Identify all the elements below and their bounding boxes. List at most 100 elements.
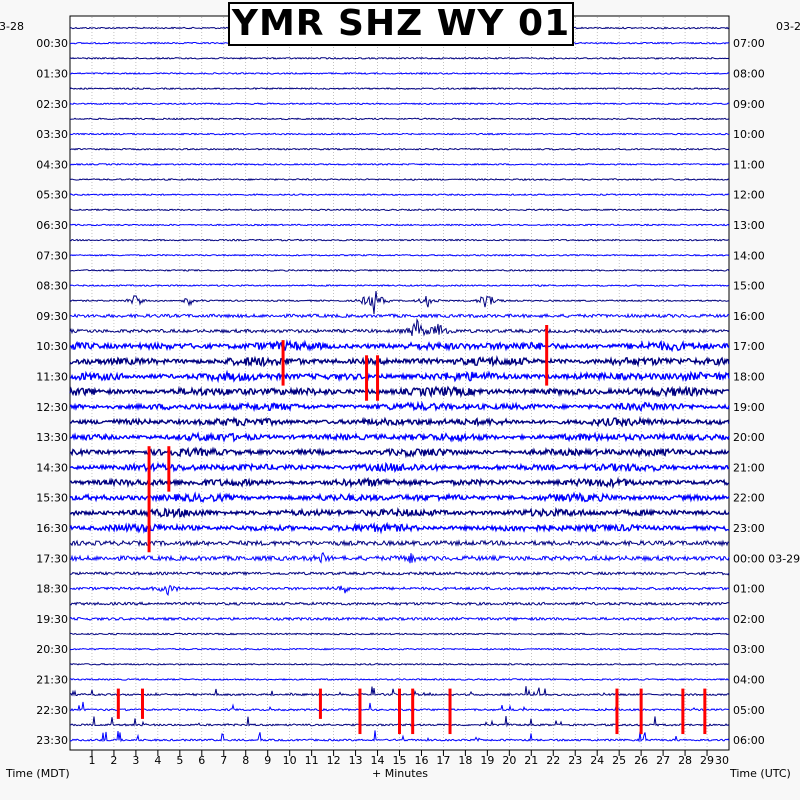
clip-mark xyxy=(282,340,285,385)
x-tick-label: 5 xyxy=(176,754,183,767)
x-tick-label: 3 xyxy=(132,754,139,767)
clip-mark xyxy=(545,325,548,386)
right-time-label: 22:00 xyxy=(733,492,765,505)
x-tick-label: 24 xyxy=(590,754,604,767)
right-time-label: 12:00 xyxy=(733,189,765,202)
clip-mark xyxy=(319,689,322,719)
left-time-label: 07:30 xyxy=(36,249,68,262)
clip-mark xyxy=(167,446,170,491)
x-tick-label: 12 xyxy=(327,754,341,767)
x-tick-label: 21 xyxy=(524,754,538,767)
right-time-label: 11:00 xyxy=(733,158,765,171)
right-time-label: 03:00 xyxy=(733,643,765,656)
chart-title: YMR SHZ WY 01 xyxy=(232,6,570,42)
left-time-label: 16:30 xyxy=(36,522,68,535)
left-time-label: 08:30 xyxy=(36,280,68,293)
left-start-date: 03-28 xyxy=(0,20,24,33)
x-tick-label: 25 xyxy=(612,754,626,767)
right-time-label: 17:00 xyxy=(733,340,765,353)
right-time-label: 07:00 xyxy=(733,37,765,50)
right-time-label: 06:00 xyxy=(733,734,765,747)
clip-mark xyxy=(681,689,684,734)
x-tick-label: 10 xyxy=(283,754,297,767)
x-tick-label: 11 xyxy=(305,754,319,767)
x-tick-label: 26 xyxy=(634,754,648,767)
clip-mark xyxy=(449,689,452,734)
left-time-label: 15:30 xyxy=(36,492,68,505)
x-tick-label: 22 xyxy=(546,754,560,767)
left-time-label: 03:30 xyxy=(36,128,68,141)
right-time-label: 02:00 xyxy=(733,613,765,626)
left-time-label: 02:30 xyxy=(36,98,68,111)
right-time-label: 16:00 xyxy=(733,310,765,323)
x-tick-label: 28 xyxy=(678,754,692,767)
right-time-label: 15:00 xyxy=(733,280,765,293)
x-tick-label: 2 xyxy=(110,754,117,767)
x-tick-label: 16 xyxy=(414,754,428,767)
clip-mark xyxy=(365,355,368,400)
x-tick-label: 17 xyxy=(436,754,450,767)
left-time-label: 11:30 xyxy=(36,370,68,383)
left-time-label: 19:30 xyxy=(36,613,68,626)
x-tick-label: 9 xyxy=(264,754,271,767)
clip-mark xyxy=(640,689,643,734)
right-time-label: 21:00 xyxy=(733,461,765,474)
left-time-label: 04:30 xyxy=(36,158,68,171)
x-tick-label: 13 xyxy=(349,754,363,767)
x-tick-label: 7 xyxy=(220,754,227,767)
x-axis-label: + Minutes xyxy=(372,767,428,780)
clip-mark xyxy=(376,355,379,400)
left-time-label: 22:30 xyxy=(36,704,68,717)
right-time-label: 23:00 xyxy=(733,522,765,535)
right-time-label: 20:00 xyxy=(733,431,765,444)
right-time-label: 14:00 xyxy=(733,249,765,262)
x-tick-labels: 1 2 3 4 5 6 7 8 9 10 11 12 13 14 15 16 17 18 19 20 21 22 23 24 2… xyxy=(88,754,729,767)
clip-mark xyxy=(358,689,361,734)
right-time-label: 05:00 xyxy=(733,704,765,717)
left-time-label: 00:30 xyxy=(36,37,68,50)
clip-mark xyxy=(117,689,120,719)
right-time-label: 08:00 xyxy=(733,67,765,80)
x-tick-label: 30 xyxy=(715,754,729,767)
x-tick-label: 1 xyxy=(88,754,95,767)
clip-mark xyxy=(398,689,401,734)
chart-title-box: YMR SHZ WY 01 xyxy=(228,2,574,46)
left-time-label: 23:30 xyxy=(36,734,68,747)
x-tick-label: 20 xyxy=(502,754,516,767)
left-time-label: 12:30 xyxy=(36,401,68,414)
left-time-label: 14:30 xyxy=(36,461,68,474)
x-tick-label: 18 xyxy=(458,754,472,767)
x-tick-label: 6 xyxy=(198,754,205,767)
right-time-label: 13:00 xyxy=(733,219,765,232)
left-time-labels: 00:30 01:30 02:30 03:30 04:30 05:30 06:30 07:30… xyxy=(36,37,68,747)
left-time-label: 10:30 xyxy=(36,340,68,353)
x-tick-label: 4 xyxy=(154,754,161,767)
right-time-label: 19:00 xyxy=(733,401,765,414)
clip-mark xyxy=(411,689,414,734)
left-time-label: 06:30 xyxy=(36,219,68,232)
x-tick-label: 29 xyxy=(700,754,714,767)
right-start-date: 03-28 xyxy=(776,20,800,33)
left-time-label: 09:30 xyxy=(36,310,68,323)
x-tick-label: 23 xyxy=(568,754,582,767)
right-time-label: 04:00 xyxy=(733,673,765,686)
clip-mark xyxy=(148,446,151,552)
right-time-labels: 07:00 08:00 09:00 10:00 11:00 12:00 13:00 14:00… xyxy=(733,37,800,747)
clip-mark xyxy=(703,689,706,734)
left-time-label: 13:30 xyxy=(36,431,68,444)
x-tick-label: 14 xyxy=(371,754,385,767)
right-time-label: 18:00 xyxy=(733,370,765,383)
x-tick-label: 19 xyxy=(480,754,494,767)
right-axis-label: Time (UTC) xyxy=(729,767,791,780)
left-time-label: 01:30 xyxy=(36,67,68,80)
right-time-label: 10:00 xyxy=(733,128,765,141)
left-time-label: 20:30 xyxy=(36,643,68,656)
right-time-label: 01:00 xyxy=(733,583,765,596)
left-time-label: 17:30 xyxy=(36,552,68,565)
left-time-label: 21:30 xyxy=(36,673,68,686)
right-time-label: 09:00 xyxy=(733,98,765,111)
left-time-label: 18:30 xyxy=(36,583,68,596)
left-axis-label: Time (MDT) xyxy=(5,767,70,780)
x-tick-label: 8 xyxy=(242,754,249,767)
